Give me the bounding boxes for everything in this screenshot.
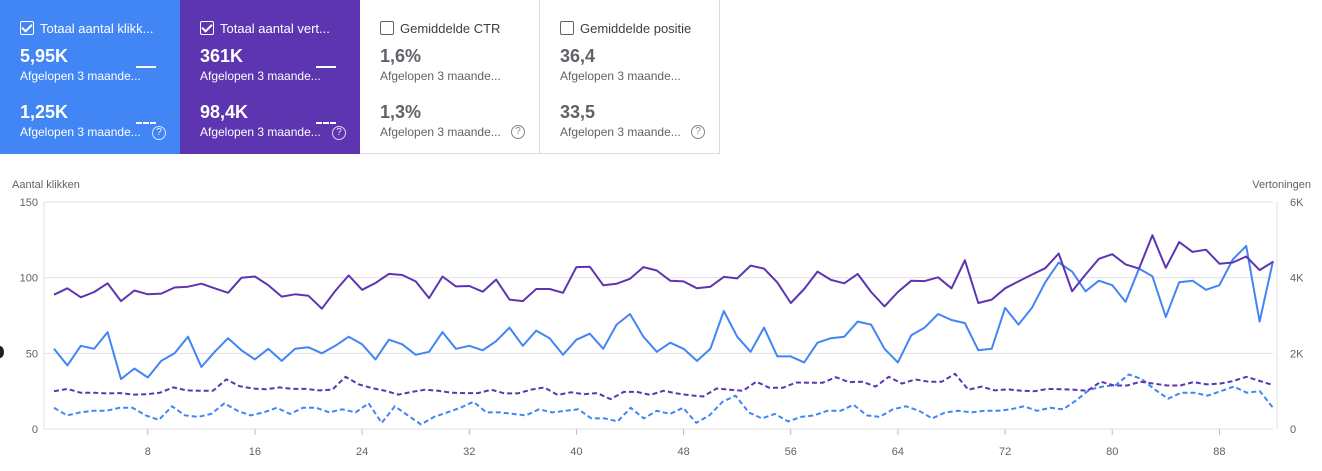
card-header: Totaal aantal vert... bbox=[200, 20, 340, 36]
x-tick-label: 16 bbox=[249, 446, 261, 458]
x-tick-label: 88 bbox=[1213, 446, 1225, 458]
help-icon[interactable]: ? bbox=[511, 125, 525, 139]
metric-previous: 98,4K Afgelopen 3 maande... bbox=[200, 102, 340, 148]
x-tick-label: 48 bbox=[677, 446, 689, 458]
x-tick-label: 72 bbox=[999, 446, 1011, 458]
card-header: Gemiddelde positie bbox=[560, 20, 699, 36]
help-icon[interactable]: ? bbox=[152, 126, 166, 140]
card-header: Gemiddelde CTR bbox=[380, 20, 519, 36]
metric-period: Afgelopen 3 maande... bbox=[200, 69, 321, 83]
x-tick-label: 56 bbox=[785, 446, 797, 458]
card-total-impressions[interactable]: Totaal aantal vert... 361K Afgelopen 3 m… bbox=[180, 0, 360, 154]
card-average-position[interactable]: Gemiddelde positie 36,4 Afgelopen 3 maan… bbox=[540, 0, 720, 154]
metric-value: 5,95K bbox=[20, 46, 69, 66]
x-tick-label: 8 bbox=[145, 446, 151, 458]
impressions-dashed-line bbox=[53, 372, 1274, 401]
card-total-clicks[interactable]: Totaal aantal klikk... 5,95K Afgelopen 3… bbox=[0, 0, 180, 154]
scroll-handle-icon[interactable] bbox=[0, 346, 4, 358]
metric-value: 33,5 bbox=[560, 102, 596, 122]
checkbox-impressions[interactable] bbox=[200, 21, 214, 35]
x-tick-label: 24 bbox=[356, 446, 368, 458]
y-tick-label-left: 150 bbox=[20, 197, 38, 209]
solid-line-legend-icon bbox=[136, 66, 156, 68]
checkbox-ctr[interactable] bbox=[380, 21, 394, 35]
y-tick-label-right: 0 bbox=[1290, 424, 1296, 436]
grid bbox=[43, 201, 1278, 430]
metric-period: Afgelopen 3 maande... bbox=[200, 125, 321, 139]
metric-period: Afgelopen 3 maande... bbox=[20, 69, 141, 83]
y-tick-label-left: 0 bbox=[32, 424, 38, 436]
y-ticks: 0 0 50 2K 100 4K 150 6K bbox=[20, 197, 1304, 436]
x-tick-label: 32 bbox=[463, 446, 475, 458]
help-icon[interactable]: ? bbox=[332, 126, 346, 140]
metric-current: 36,4 Afgelopen 3 maande... bbox=[560, 46, 699, 92]
metric-period: Afgelopen 3 maande... bbox=[20, 125, 141, 139]
x-tick-label: 80 bbox=[1106, 446, 1118, 458]
card-title: Gemiddelde CTR bbox=[400, 20, 501, 36]
y-tick-label-right: 4K bbox=[1290, 273, 1304, 285]
metric-period: Afgelopen 3 maande... bbox=[380, 125, 501, 139]
performance-chart: Aantal klikken Vertoningen 0 0 50 2K 100 4K 15… bbox=[12, 179, 1311, 458]
card-title: Totaal aantal vert... bbox=[220, 20, 330, 36]
metric-period: Afgelopen 3 maande... bbox=[560, 69, 681, 83]
series-lines bbox=[53, 234, 1274, 426]
x-tick-label: 40 bbox=[570, 446, 582, 458]
metric-period: Afgelopen 3 maande... bbox=[380, 69, 501, 83]
metric-value: 1,3% bbox=[380, 102, 422, 122]
y-tick-label-right: 6K bbox=[1290, 197, 1304, 209]
left-axis-label: Aantal klikken bbox=[12, 179, 80, 191]
clicks-solid-line bbox=[53, 244, 1274, 381]
metric-value: 36,4 bbox=[560, 46, 596, 66]
impressions-solid-line bbox=[53, 234, 1274, 310]
metric-value: 361K bbox=[200, 46, 244, 66]
clicks-dashed-line bbox=[53, 373, 1274, 426]
y-tick-label-left: 50 bbox=[26, 348, 38, 360]
metric-value: 98,4K bbox=[200, 102, 249, 122]
card-average-ctr[interactable]: Gemiddelde CTR 1,6% Afgelopen 3 maande..… bbox=[360, 0, 540, 154]
checkbox-position[interactable] bbox=[560, 21, 574, 35]
metric-previous: 1,3% Afgelopen 3 maande... bbox=[380, 102, 519, 148]
checkbox-clicks[interactable] bbox=[20, 21, 34, 35]
metric-current: 361K Afgelopen 3 maande... bbox=[200, 46, 340, 92]
card-header: Totaal aantal klikk... bbox=[20, 20, 160, 36]
metric-cards: Totaal aantal klikk... 5,95K Afgelopen 3… bbox=[0, 0, 720, 154]
y-tick-label-left: 100 bbox=[20, 273, 38, 285]
metric-current: 1,6% Afgelopen 3 maande... bbox=[380, 46, 519, 92]
metric-current: 5,95K Afgelopen 3 maande... bbox=[20, 46, 160, 92]
metric-value: 1,25K bbox=[20, 102, 69, 122]
solid-line-legend-icon bbox=[316, 66, 336, 68]
card-title: Gemiddelde positie bbox=[580, 20, 692, 36]
y-tick-label-right: 2K bbox=[1290, 348, 1304, 360]
metric-previous: 1,25K Afgelopen 3 maande... bbox=[20, 102, 160, 148]
card-title: Totaal aantal klikk... bbox=[40, 20, 154, 36]
help-icon[interactable]: ? bbox=[691, 125, 705, 139]
dashed-line-legend-icon bbox=[136, 122, 156, 124]
right-axis-label: Vertoningen bbox=[1252, 179, 1311, 191]
dashed-line-legend-icon bbox=[316, 122, 336, 124]
x-tick-label: 64 bbox=[892, 446, 904, 458]
metric-previous: 33,5 Afgelopen 3 maande... bbox=[560, 102, 699, 148]
metric-period: Afgelopen 3 maande... bbox=[560, 125, 681, 139]
metric-value: 1,6% bbox=[380, 46, 422, 66]
x-ticks: 8 16 24 32 40 48 56 64 72 80 88 bbox=[145, 429, 1226, 458]
